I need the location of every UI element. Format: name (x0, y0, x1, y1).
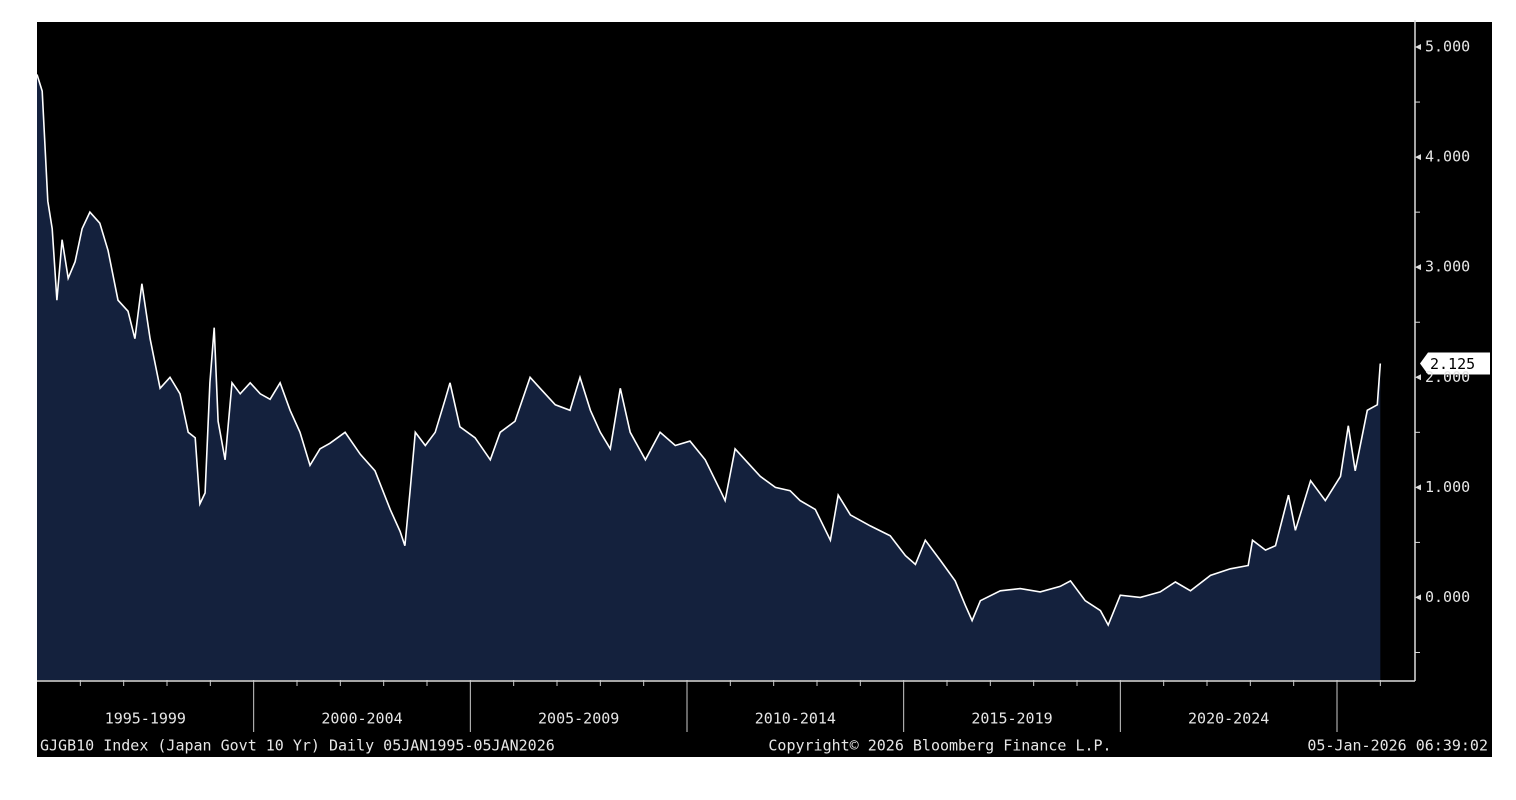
footer-right: 05-Jan-2026 06:39:02 (1307, 737, 1488, 755)
y-tick (1415, 594, 1421, 601)
footer-center: Copyright© 2026 Bloomberg Finance L.P. (768, 737, 1111, 755)
y-tick-label: 5.000 (1425, 38, 1470, 56)
x-period-label: 2000-2004 (321, 710, 402, 728)
x-period-label: 2010-2014 (755, 710, 836, 728)
y-tick-label: 3.000 (1425, 258, 1470, 276)
x-period-label: 2005-2009 (538, 710, 619, 728)
y-tick (1415, 264, 1421, 271)
x-period-label: 1995-1999 (105, 710, 186, 728)
y-tick-label: 2.000 (1425, 368, 1470, 386)
y-tick (1415, 154, 1421, 161)
line (36, 74, 1382, 627)
x-period-label: 2015-2019 (971, 710, 1052, 728)
y-tick (1415, 484, 1421, 491)
x-period-label: 2020-2024 (1188, 710, 1269, 728)
y-tick-label: 4.000 (1425, 148, 1470, 166)
area (37, 74, 1381, 680)
y-tick-label: 0.000 (1425, 588, 1470, 606)
last-value-box (1420, 352, 1490, 375)
y-tick-label: 1.000 (1425, 478, 1470, 496)
y-tick (1415, 44, 1421, 51)
last-value-label: 2.125 (1430, 355, 1475, 373)
footer-left: GJGB10 Index (Japan Govt 10 Yr) Daily 05… (40, 737, 555, 755)
y-tick (1415, 374, 1421, 381)
